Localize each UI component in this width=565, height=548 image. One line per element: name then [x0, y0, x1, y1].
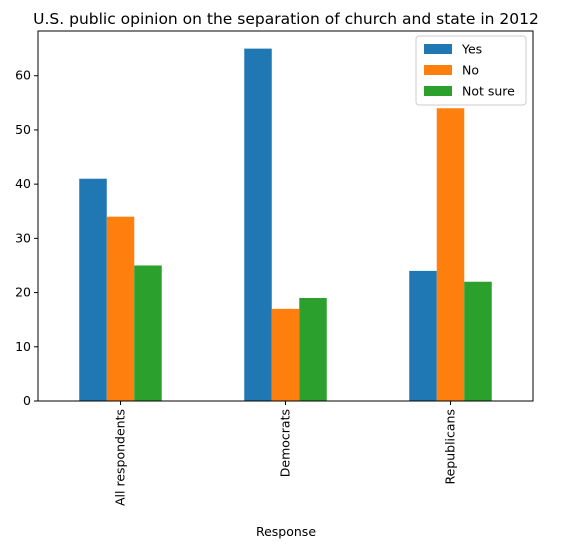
bar-democrats-yes — [244, 48, 272, 401]
bar-republicans-yes — [409, 270, 437, 401]
legend: Yes No Not sure — [415, 35, 527, 106]
chart-title: U.S. public opinion on the separation of… — [33, 10, 539, 28]
legend-swatch-no — [424, 65, 452, 75]
y-tick-label: 0 — [23, 393, 31, 408]
bar-all-respondents-not-sure — [134, 265, 162, 401]
y-tick-label: 50 — [15, 122, 31, 137]
y-tick-label: 40 — [15, 176, 31, 191]
bar-all-respondents-yes — [79, 178, 107, 401]
x-axis: All respondents Democrats Republicans — [113, 401, 458, 506]
bar-republicans-no — [436, 108, 465, 401]
x-tick-label-all-respondents: All respondents — [113, 409, 128, 506]
legend-label-yes: Yes — [461, 42, 482, 57]
y-tick-label: 30 — [15, 230, 31, 245]
legend-label-not-sure: Not sure — [462, 84, 515, 99]
bar-republicans-not-sure — [464, 281, 492, 401]
bars-group — [79, 48, 492, 401]
legend-swatch-not-sure — [424, 86, 452, 96]
legend-swatch-yes — [424, 44, 452, 54]
y-tick-label: 10 — [15, 339, 31, 354]
y-tick-label: 60 — [15, 68, 31, 83]
bar-democrats-not-sure — [299, 297, 327, 401]
x-tick-label-democrats: Democrats — [278, 409, 293, 477]
legend-label-no: No — [462, 63, 479, 78]
y-axis: 0 10 20 30 40 50 60 — [15, 68, 38, 408]
bar-all-respondents-no — [106, 216, 135, 401]
x-axis-label: Response — [256, 524, 316, 539]
x-tick-label-republicans: Republicans — [443, 409, 458, 485]
y-tick-label: 20 — [15, 285, 31, 300]
bar-democrats-no — [271, 308, 300, 401]
plot-frame — [37, 30, 534, 402]
